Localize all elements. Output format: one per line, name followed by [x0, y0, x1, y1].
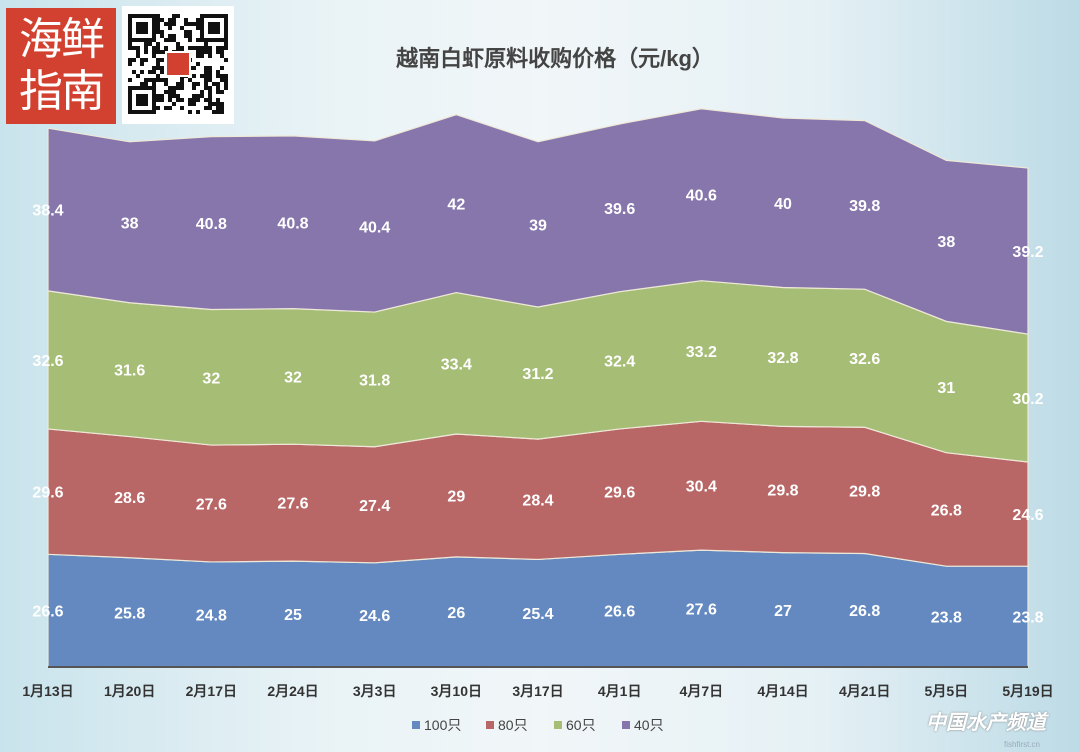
- data-label: 27.4: [359, 498, 390, 515]
- legend-label: 60只: [566, 717, 596, 733]
- data-label: 32.8: [767, 350, 798, 367]
- x-tick-label: 5月19日: [1002, 683, 1053, 699]
- x-tick-label: 5月5日: [925, 683, 969, 699]
- data-label: 31.6: [114, 363, 145, 380]
- data-label: 30.4: [686, 479, 717, 496]
- data-label: 30.2: [1012, 391, 1043, 408]
- x-tick-label: 1月20日: [104, 683, 155, 699]
- logo: 海鲜指南: [6, 8, 116, 124]
- data-label: 32: [202, 370, 220, 387]
- data-label: 40.4: [359, 219, 390, 236]
- data-label: 24.8: [196, 607, 227, 624]
- qr-logo: [165, 51, 191, 77]
- data-label: 29.6: [32, 485, 63, 502]
- legend-label: 100只: [424, 717, 461, 733]
- data-label: 39.6: [604, 201, 635, 218]
- legend-label: 40只: [634, 717, 664, 733]
- data-label: 39.2: [1012, 244, 1043, 261]
- data-label: 29.6: [604, 485, 635, 502]
- data-label: 38.4: [32, 203, 63, 220]
- data-label: 38: [121, 215, 139, 232]
- data-label: 40: [774, 196, 792, 213]
- data-label: 39: [529, 217, 547, 234]
- data-label: 32.4: [604, 353, 635, 370]
- data-label: 26: [447, 605, 465, 622]
- legend-swatch: [486, 721, 494, 729]
- data-label: 27.6: [686, 602, 717, 619]
- data-label: 31: [937, 380, 955, 397]
- data-label: 27.6: [196, 497, 227, 514]
- legend-swatch: [622, 721, 630, 729]
- data-label: 32.6: [849, 351, 880, 368]
- data-label: 32.6: [32, 353, 63, 370]
- data-label: 23.8: [931, 610, 962, 627]
- data-label: 26.8: [849, 603, 880, 620]
- x-tick-label: 2月17日: [186, 683, 237, 699]
- data-label: 28.4: [522, 492, 553, 509]
- x-tick-label: 4月7日: [680, 683, 724, 699]
- data-label: 25.8: [114, 605, 145, 622]
- legend-swatch: [412, 721, 420, 729]
- data-label: 33.2: [686, 344, 717, 361]
- data-label: 24.6: [1012, 507, 1043, 524]
- data-label: 25.4: [522, 606, 553, 623]
- qr-code: [122, 6, 234, 124]
- chart-title: 越南白虾原料收购价格（元/kg）: [395, 46, 714, 71]
- data-label: 40.8: [277, 215, 308, 232]
- data-label: 31.2: [522, 366, 553, 383]
- legend-label: 80只: [498, 717, 528, 733]
- data-label: 24.6: [359, 608, 390, 625]
- data-label: 26.6: [32, 604, 63, 621]
- x-tick-label: 1月13日: [22, 683, 73, 699]
- x-tick-label: 4月21日: [839, 683, 890, 699]
- data-label: 29.8: [767, 483, 798, 500]
- x-tick-label: 4月1日: [598, 683, 642, 699]
- data-label: 40.6: [686, 188, 717, 205]
- x-tick-label: 3月17日: [512, 683, 563, 699]
- data-label: 28.6: [114, 490, 145, 507]
- x-tick-label: 3月3日: [353, 683, 397, 699]
- data-label: 26.8: [931, 502, 962, 519]
- area-series-3: [47, 108, 1029, 335]
- data-label: 42: [447, 197, 465, 214]
- data-label: 31.8: [359, 372, 390, 389]
- watermark-url: fishfirst.cn: [1003, 740, 1040, 749]
- x-tick-label: 2月24日: [267, 683, 318, 699]
- x-tick-label: 4月14日: [757, 683, 808, 699]
- data-label: 27: [774, 603, 792, 620]
- data-label: 29: [447, 488, 465, 505]
- data-label: 23.8: [1012, 610, 1043, 627]
- data-label: 26.6: [604, 604, 635, 621]
- data-label: 27.6: [277, 496, 308, 513]
- data-label: 39.8: [849, 198, 880, 215]
- x-tick-label: 3月10日: [431, 683, 482, 699]
- data-label: 40.8: [196, 216, 227, 233]
- data-label: 29.8: [849, 483, 880, 500]
- watermark: 中国水产频道: [926, 712, 1046, 734]
- data-label: 25: [284, 607, 302, 624]
- legend-swatch: [554, 721, 562, 729]
- data-label: 32: [284, 369, 302, 386]
- data-label: 38: [937, 234, 955, 251]
- data-label: 33.4: [441, 356, 472, 373]
